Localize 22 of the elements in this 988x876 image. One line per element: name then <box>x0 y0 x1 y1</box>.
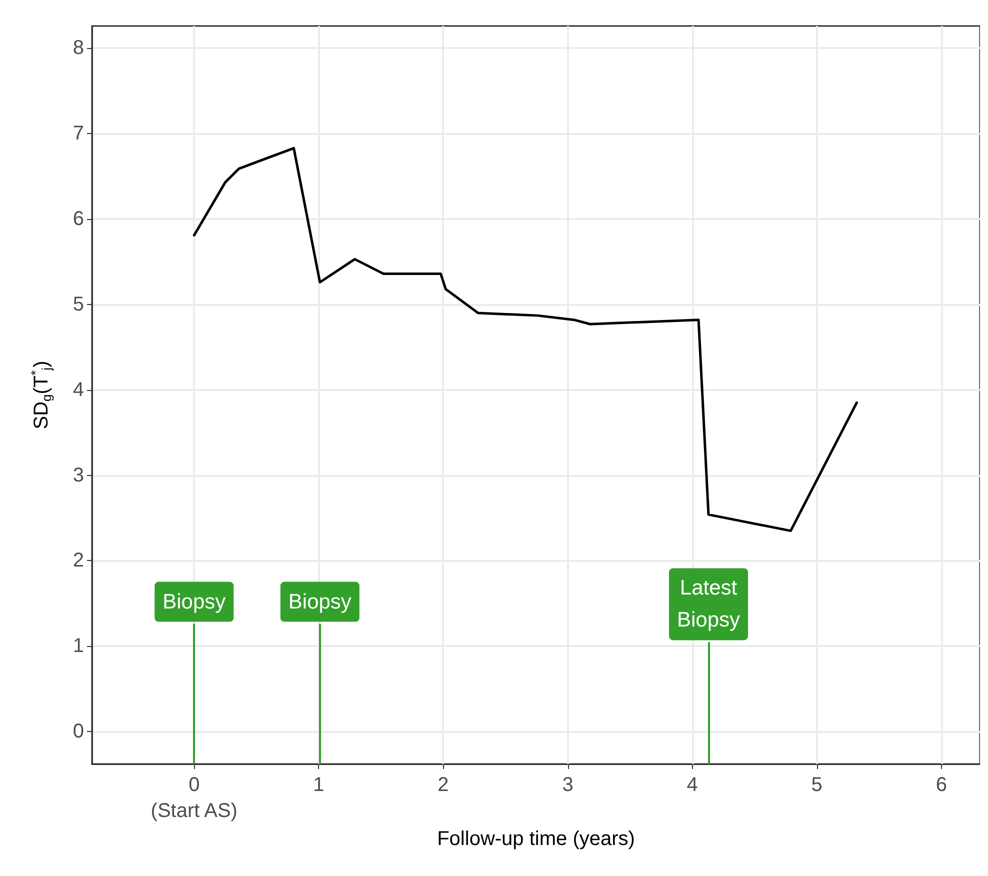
y-tick-label: 8 <box>72 37 84 60</box>
x-tick-label: 3 <box>562 774 574 796</box>
x-tick-label: 0 (Start AS) <box>150 774 238 822</box>
y-tick-label: 7 <box>72 122 84 145</box>
y-tick-label: 6 <box>72 208 84 230</box>
x-axis-title: Follow-up time (years) <box>437 828 635 850</box>
y-tick-label: 0 <box>72 720 84 743</box>
y-tick-label: 5 <box>72 293 84 316</box>
x-tick-label: 4 <box>686 774 698 796</box>
y-tick-label: 4 <box>72 378 84 401</box>
x-tick-label: 5 <box>811 774 822 796</box>
line-series <box>192 146 858 532</box>
x-tick-label: 1 <box>313 774 324 796</box>
ref-line-label: Biopsy <box>162 590 226 614</box>
y-tick-label: 3 <box>72 464 84 486</box>
x-tick-label: 6 <box>936 774 947 796</box>
ref-line-label: Latest Biopsy <box>676 576 741 632</box>
x-tick-label: 2 <box>438 774 449 796</box>
y-tick-label: 2 <box>72 550 84 572</box>
y-tick-label: 1 <box>72 635 84 658</box>
y-axis-title: SDg(T*j) <box>28 360 54 430</box>
ref-line-label: Biopsy <box>288 590 352 614</box>
